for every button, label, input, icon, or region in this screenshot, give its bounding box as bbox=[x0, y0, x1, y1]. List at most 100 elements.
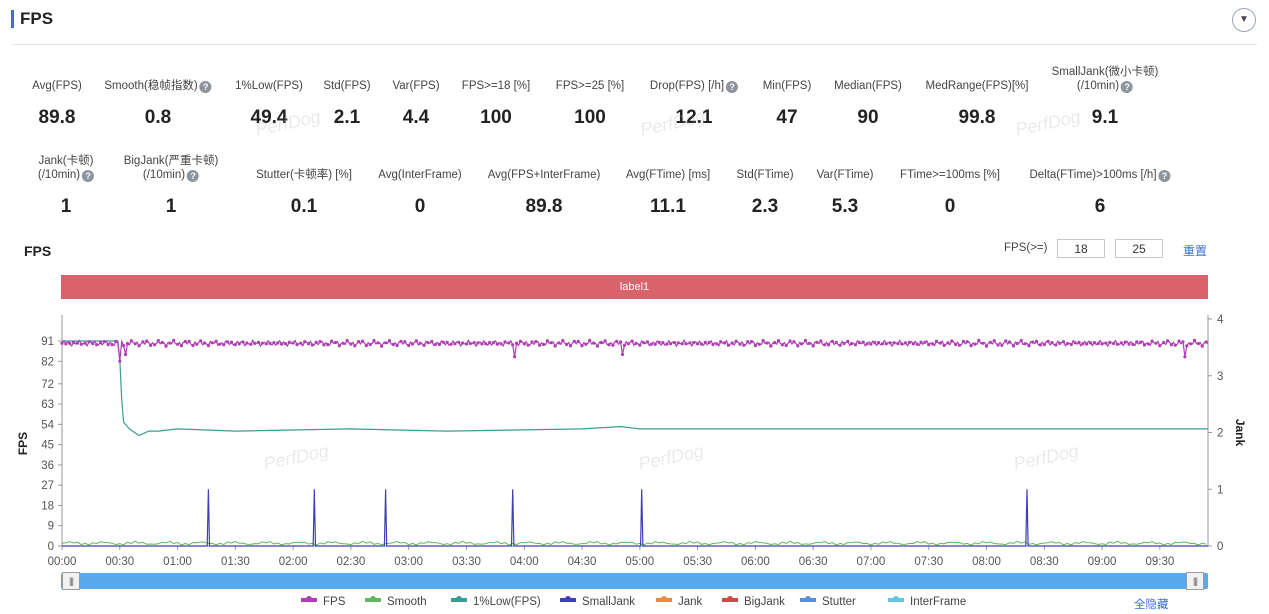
legend-item-smalljank[interactable]: SmallJank bbox=[560, 596, 635, 608]
y-right-tick-label: 2 bbox=[1217, 428, 1223, 440]
help-icon[interactable]: ? bbox=[199, 81, 212, 93]
y-left-tick-label: 18 bbox=[41, 500, 54, 512]
legend-label: Smooth bbox=[387, 596, 427, 608]
fps-point bbox=[272, 341, 276, 345]
fps-point bbox=[819, 339, 823, 343]
fps-point bbox=[984, 344, 989, 348]
fps-point bbox=[576, 339, 580, 343]
fps-point bbox=[1189, 342, 1193, 346]
metric-label: Var(FPS) bbox=[392, 79, 439, 93]
fps-point bbox=[72, 340, 76, 344]
label-band[interactable]: label1 bbox=[61, 275, 1208, 299]
fps-chart[interactable]: 0 9 18 27 36 45 54 63 72 82 91 0 1 2 3 4 00:00 00:30 01:00… bbox=[0, 300, 1269, 572]
metric-metrics_row2-6: Std(FTime) 2.3 bbox=[736, 168, 794, 217]
legend-item-stutter[interactable]: Stutter bbox=[800, 596, 856, 608]
y-right-tick-label: 3 bbox=[1217, 371, 1223, 383]
metric-metrics_row2-7: Var(FTime) 5.3 bbox=[817, 168, 874, 217]
x-tick-label: 03:30 bbox=[452, 556, 481, 568]
fps-point bbox=[568, 344, 573, 348]
fps-point bbox=[472, 341, 476, 345]
metric-label-text: Var(FPS) bbox=[392, 80, 440, 92]
fps-point bbox=[449, 342, 453, 346]
metric-label-unit: (/10min) bbox=[142, 169, 186, 181]
fps-point bbox=[91, 342, 95, 346]
fps-point bbox=[880, 342, 885, 346]
fps-point bbox=[1196, 342, 1200, 346]
metric-label-text: Std(FTime) bbox=[736, 169, 794, 181]
fps-point bbox=[1166, 339, 1170, 343]
metric-label-text: Avg(FPS) bbox=[32, 80, 82, 92]
legend-item-smooth[interactable]: Smooth bbox=[365, 596, 427, 608]
fps-point bbox=[122, 344, 126, 348]
legend-item-fps[interactable]: FPS bbox=[301, 596, 345, 608]
metric-metrics_row1-2: 1%Low(FPS) 49.4 bbox=[235, 79, 303, 128]
slider-handle-right[interactable]: ||| bbox=[1186, 572, 1204, 590]
fps-point bbox=[118, 359, 122, 363]
help-icon[interactable]: ? bbox=[1158, 170, 1171, 182]
fps-point bbox=[761, 339, 765, 343]
fps-threshold-input-2[interactable] bbox=[1115, 239, 1163, 258]
slider-handle-left[interactable]: ||| bbox=[62, 572, 80, 590]
metric-metrics_row1-3: Std(FPS) 2.1 bbox=[323, 79, 370, 128]
fps-threshold-input-1[interactable] bbox=[1057, 239, 1105, 258]
fps-point bbox=[769, 344, 773, 348]
help-icon[interactable]: ? bbox=[82, 170, 95, 182]
fps-point bbox=[938, 341, 942, 345]
collapse-button[interactable]: ▼ bbox=[1232, 8, 1256, 32]
fps-point bbox=[765, 341, 769, 345]
help-icon[interactable]: ? bbox=[1121, 81, 1134, 93]
fps-point bbox=[1092, 341, 1096, 345]
fps-point bbox=[869, 342, 873, 346]
x-tick-label: 05:00 bbox=[625, 556, 654, 568]
fps-point bbox=[1046, 339, 1050, 343]
legend-item-1-low-fps-[interactable]: 1%Low(FPS) bbox=[451, 596, 541, 608]
fps-point bbox=[283, 342, 287, 346]
legend-swatch bbox=[800, 596, 816, 602]
fps-point bbox=[253, 341, 257, 345]
fps-point bbox=[326, 343, 330, 347]
fps-point bbox=[530, 340, 534, 344]
metric-value: 89.8 bbox=[525, 196, 563, 217]
fps-point bbox=[106, 343, 110, 347]
legend-marker bbox=[661, 596, 667, 602]
fps-point bbox=[437, 342, 442, 347]
reset-link[interactable]: 重置 bbox=[1183, 244, 1208, 258]
fps-point bbox=[364, 344, 368, 348]
y-left-tick-label: 9 bbox=[48, 521, 54, 533]
fps-point bbox=[1081, 342, 1085, 346]
legend-label: Jank bbox=[678, 596, 703, 608]
metric-label-text: SmallJank(微小卡顿) bbox=[1051, 66, 1159, 78]
series-line-1pct-low bbox=[62, 340, 1208, 437]
hide-all-link[interactable]: 全隐藏 bbox=[1134, 599, 1169, 611]
fps-point bbox=[1011, 344, 1016, 348]
y-left-tick-label: 27 bbox=[41, 480, 54, 492]
help-icon[interactable]: ? bbox=[726, 81, 739, 93]
legend-item-bigjank[interactable]: BigJank bbox=[722, 596, 785, 608]
fps-point bbox=[1085, 342, 1089, 346]
legend-swatch bbox=[451, 596, 467, 602]
fps-point bbox=[241, 340, 245, 344]
fps-point bbox=[665, 342, 669, 346]
legend-item-interframe[interactable]: InterFrame bbox=[888, 596, 966, 608]
fps-point bbox=[988, 340, 993, 344]
metric-value: 0.8 bbox=[144, 107, 172, 128]
help-icon[interactable]: ? bbox=[187, 170, 200, 182]
fps-point bbox=[387, 339, 391, 343]
fps-point bbox=[788, 339, 792, 343]
fps-point bbox=[1104, 341, 1108, 345]
fps-point bbox=[541, 342, 546, 347]
fps-point bbox=[407, 343, 411, 348]
metric-label: Avg(FTime) [ms] bbox=[626, 168, 710, 182]
fps-point bbox=[164, 344, 168, 348]
metric-label: MedRange(FPS)[%] bbox=[926, 79, 1029, 93]
fps-point bbox=[711, 342, 715, 347]
metric-label: FTime>=100ms [%] bbox=[900, 168, 1000, 182]
metric-value: 9.1 bbox=[1091, 107, 1119, 128]
fps-point bbox=[152, 343, 157, 347]
metric-label: Avg(FPS+InterFrame) bbox=[488, 168, 601, 182]
legend-marker bbox=[565, 596, 571, 602]
fps-point bbox=[957, 343, 962, 347]
metric-metrics_row1-6: FPS>=25 [%] 100 bbox=[556, 79, 624, 128]
time-range-slider[interactable] bbox=[61, 573, 1208, 589]
legend-item-jank[interactable]: Jank bbox=[656, 596, 702, 608]
